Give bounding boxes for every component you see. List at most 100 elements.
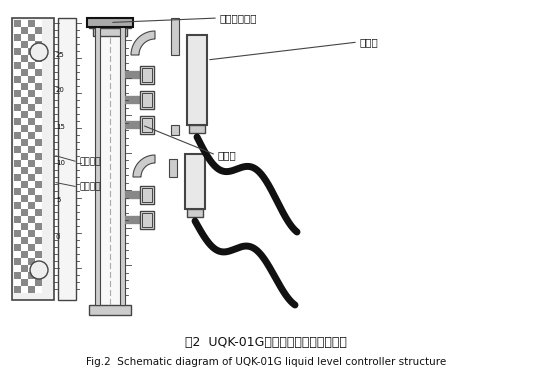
Bar bbox=[35, 118, 42, 125]
Bar bbox=[28, 167, 35, 174]
Bar bbox=[21, 118, 28, 125]
Text: 10: 10 bbox=[56, 160, 65, 166]
Bar bbox=[35, 251, 42, 258]
Bar bbox=[14, 286, 21, 293]
Bar bbox=[21, 104, 28, 111]
Bar bbox=[120, 18, 125, 305]
Bar bbox=[35, 41, 42, 48]
Bar bbox=[14, 181, 21, 188]
Bar bbox=[28, 76, 35, 83]
Bar bbox=[35, 48, 42, 55]
Bar bbox=[142, 68, 152, 82]
Bar bbox=[21, 83, 28, 90]
Bar bbox=[14, 20, 21, 27]
Bar bbox=[140, 186, 154, 204]
Bar bbox=[35, 111, 42, 118]
Bar bbox=[14, 97, 21, 104]
Bar bbox=[14, 48, 21, 55]
Bar bbox=[14, 41, 21, 48]
Bar bbox=[35, 265, 42, 272]
Bar bbox=[14, 237, 21, 244]
Bar bbox=[35, 237, 42, 244]
Bar bbox=[14, 55, 21, 62]
Text: 20: 20 bbox=[56, 87, 65, 93]
Bar bbox=[14, 279, 21, 286]
Bar bbox=[89, 305, 131, 315]
Bar bbox=[21, 244, 28, 251]
Bar bbox=[140, 66, 154, 84]
Text: 25: 25 bbox=[56, 52, 64, 58]
Bar bbox=[21, 90, 28, 97]
Bar bbox=[28, 174, 35, 181]
Bar bbox=[28, 202, 35, 209]
Bar bbox=[21, 279, 28, 286]
Bar bbox=[28, 258, 35, 265]
Bar bbox=[14, 104, 21, 111]
Bar bbox=[28, 160, 35, 167]
Bar bbox=[28, 41, 35, 48]
Bar bbox=[14, 69, 21, 76]
Bar bbox=[35, 216, 42, 223]
Bar bbox=[169, 159, 177, 177]
Bar bbox=[21, 188, 28, 195]
Bar bbox=[21, 272, 28, 279]
Bar bbox=[185, 154, 205, 209]
Bar bbox=[21, 286, 28, 293]
Text: 干簧管: 干簧管 bbox=[218, 150, 237, 160]
Bar bbox=[14, 34, 21, 41]
Bar bbox=[28, 223, 35, 230]
Bar bbox=[28, 83, 35, 90]
Bar bbox=[21, 20, 28, 27]
Bar bbox=[28, 286, 35, 293]
Text: 接线盒: 接线盒 bbox=[360, 37, 379, 47]
Bar bbox=[28, 195, 35, 202]
Bar bbox=[14, 62, 21, 69]
Bar bbox=[35, 279, 42, 286]
Bar bbox=[28, 265, 35, 272]
Bar bbox=[14, 146, 21, 153]
Bar bbox=[21, 230, 28, 237]
Bar bbox=[21, 27, 28, 34]
Bar bbox=[95, 18, 100, 305]
Bar bbox=[35, 181, 42, 188]
Bar bbox=[35, 160, 42, 167]
Bar bbox=[14, 265, 21, 272]
Bar bbox=[100, 18, 120, 305]
Bar bbox=[35, 167, 42, 174]
Bar bbox=[21, 223, 28, 230]
Bar bbox=[140, 116, 154, 134]
Bar bbox=[14, 244, 21, 251]
Bar bbox=[14, 90, 21, 97]
Bar bbox=[14, 125, 21, 132]
Bar bbox=[28, 146, 35, 153]
Bar bbox=[35, 125, 42, 132]
Bar bbox=[14, 209, 21, 216]
Bar bbox=[28, 153, 35, 160]
Bar bbox=[14, 223, 21, 230]
Bar bbox=[28, 237, 35, 244]
Bar bbox=[142, 213, 152, 227]
Bar bbox=[35, 258, 42, 265]
Bar bbox=[14, 167, 21, 174]
Bar bbox=[21, 209, 28, 216]
Bar bbox=[21, 132, 28, 139]
Bar bbox=[171, 125, 179, 135]
Bar bbox=[14, 27, 21, 34]
Bar bbox=[21, 202, 28, 209]
Bar bbox=[28, 125, 35, 132]
Bar bbox=[21, 251, 28, 258]
Bar bbox=[35, 62, 42, 69]
Bar bbox=[171, 18, 179, 55]
Bar bbox=[35, 174, 42, 181]
Bar bbox=[14, 216, 21, 223]
Bar bbox=[28, 27, 35, 34]
Bar bbox=[14, 153, 21, 160]
Polygon shape bbox=[133, 155, 155, 177]
Text: 以上白色: 以上白色 bbox=[80, 157, 101, 167]
Bar bbox=[21, 258, 28, 265]
Bar bbox=[28, 279, 35, 286]
Bar bbox=[21, 153, 28, 160]
Circle shape bbox=[30, 261, 48, 279]
Bar bbox=[28, 251, 35, 258]
Bar bbox=[28, 244, 35, 251]
